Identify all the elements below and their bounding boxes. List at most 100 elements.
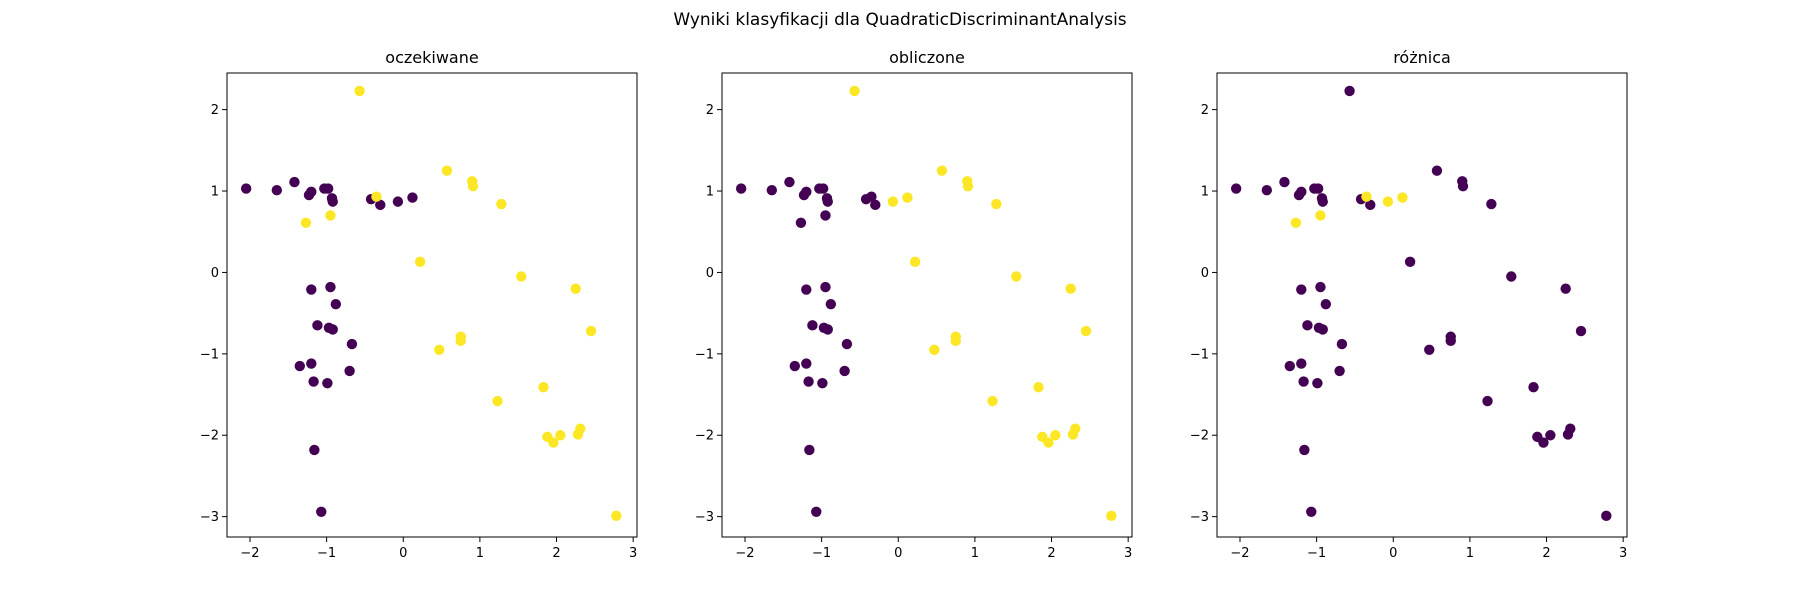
scatter-point-class-0 (1306, 506, 1317, 517)
y-tick-label: 0 (706, 266, 714, 281)
scatter-point-class-0 (811, 506, 822, 517)
plot-area (1216, 72, 1628, 538)
scatter-point-class-1 (496, 198, 507, 210)
scatter-point-class-0 (807, 320, 818, 331)
scatter-point-class-0 (820, 281, 831, 293)
plot-area (721, 72, 1133, 538)
scatter-point-class-1 (1315, 210, 1326, 221)
scatter-point-class-0 (375, 199, 386, 211)
scatter-point-class-0 (240, 183, 252, 194)
scatter-point-class-0 (795, 217, 807, 228)
scatter-panel-obliczone: obliczone −2 −1 0 1 2 3 −3 −2 −1 0 1 2 (695, 48, 1133, 561)
scatter-panel-roznica: różnica −2 −1 0 1 2 3 −3 −2 −1 0 1 2 (1190, 48, 1628, 561)
y-tick-label: 2 (211, 103, 219, 118)
x-tick-label: −1 (1307, 546, 1326, 561)
scatter-point-class-1 (570, 283, 581, 294)
scatter-point-class-1 (887, 196, 899, 207)
scatter-point-class-1 (611, 510, 622, 522)
scatter-point-class-0 (1601, 510, 1612, 522)
scatter-point-class-0 (1299, 444, 1310, 456)
y-tick-label: 2 (1201, 103, 1209, 118)
x-tick-label: −2 (735, 546, 754, 561)
scatter-point-class-1 (962, 180, 974, 192)
scatter-point-class-1 (492, 395, 503, 407)
scatter-point-class-1 (354, 85, 365, 97)
scatter-point-class-0 (346, 338, 358, 350)
x-tick-label: −1 (812, 546, 831, 561)
scatter-point-class-0 (392, 196, 404, 207)
scatter-point-class-0 (327, 324, 338, 335)
scatter-point-class-1 (455, 335, 466, 347)
scatter-point-class-0 (306, 284, 317, 295)
scatter-point-class-0 (1334, 365, 1345, 377)
scatter-point-class-0 (1431, 165, 1443, 176)
scatter-point-class-0 (308, 376, 319, 387)
scatter-point-class-0 (289, 176, 300, 188)
scatter-point-class-0 (1506, 271, 1517, 282)
scatter-point-class-0 (735, 183, 747, 194)
scatter-point-class-0 (766, 185, 778, 196)
scatter-point-class-0 (1296, 284, 1307, 295)
scatter-point-class-0 (839, 365, 850, 377)
scatter-point-class-0 (1482, 395, 1493, 407)
scatter-point-class-1 (467, 180, 479, 192)
scatter-point-class-0 (1565, 423, 1576, 434)
scatter-point-class-1 (987, 395, 998, 407)
scatter-point-class-1 (1011, 271, 1022, 282)
scatter-point-class-0 (1445, 335, 1456, 347)
scatter-point-class-1 (849, 85, 860, 97)
scatter-point-class-0 (1457, 180, 1469, 192)
y-tick-label: 1 (706, 185, 714, 200)
y-tick-label: 0 (211, 266, 219, 281)
scatter-point-class-0 (866, 191, 877, 202)
scatter-point-class-0 (1302, 320, 1313, 331)
y-tick-label: −1 (200, 347, 219, 362)
scatter-point-class-1 (1397, 192, 1408, 203)
scatter-point-class-1 (371, 191, 382, 202)
scatter-point-class-0 (801, 284, 812, 295)
y-tick-label: 2 (706, 103, 714, 118)
scatter-point-class-0 (801, 358, 812, 369)
scatter-point-class-0 (1298, 376, 1309, 387)
scatter-panel-oczekiwane: oczekiwane −2 −1 0 1 2 3 −3 −2 −1 0 1 2 (200, 48, 638, 561)
plot-area (226, 72, 638, 538)
scatter-point-class-1 (585, 325, 597, 337)
scatter-point-class-0 (322, 183, 334, 194)
scatter-point-class-0 (1486, 198, 1497, 210)
scatter-point-class-0 (1365, 199, 1376, 211)
scatter-point-class-0 (1312, 183, 1324, 194)
scatter-point-class-0 (841, 338, 853, 350)
scatter-point-class-0 (822, 196, 833, 207)
scatter-point-class-0 (1279, 176, 1290, 188)
y-tick-label: −3 (200, 510, 219, 525)
x-tick-label: −2 (1230, 546, 1249, 561)
scatter-point-class-1 (929, 344, 940, 355)
x-tick-label: −1 (317, 546, 336, 561)
scatter-point-class-0 (1230, 183, 1242, 194)
panel-title-oczekiwane: oczekiwane (385, 48, 478, 67)
x-tick-label: 1 (971, 546, 979, 561)
scatter-point-class-1 (1361, 191, 1372, 202)
scatter-point-class-0 (294, 360, 306, 372)
scatter-point-class-0 (1296, 358, 1307, 369)
scatter-point-class-0 (801, 186, 812, 198)
scatter-point-class-1 (1290, 217, 1302, 228)
scatter-point-class-1 (991, 198, 1002, 210)
scatter-point-class-0 (407, 192, 418, 203)
x-tick-label: 2 (552, 546, 560, 561)
scatter-point-class-0 (1424, 344, 1435, 355)
scatter-point-class-1 (950, 335, 961, 347)
x-tick-label: 2 (1047, 546, 1055, 561)
y-tick-label: −3 (695, 510, 714, 525)
scatter-point-class-0 (312, 320, 323, 331)
x-tick-label: 3 (629, 546, 637, 561)
scatter-point-class-1 (909, 256, 921, 268)
scatter-point-class-0 (817, 183, 829, 194)
y-tick-label: 0 (1201, 266, 1209, 281)
x-tick-label: −2 (240, 546, 259, 561)
scatter-point-class-1 (516, 271, 527, 282)
y-tick-label: 1 (1201, 185, 1209, 200)
scatter-point-class-0 (1344, 85, 1355, 97)
scatter-point-class-0 (1575, 325, 1587, 337)
y-tick-label: −2 (200, 429, 219, 444)
